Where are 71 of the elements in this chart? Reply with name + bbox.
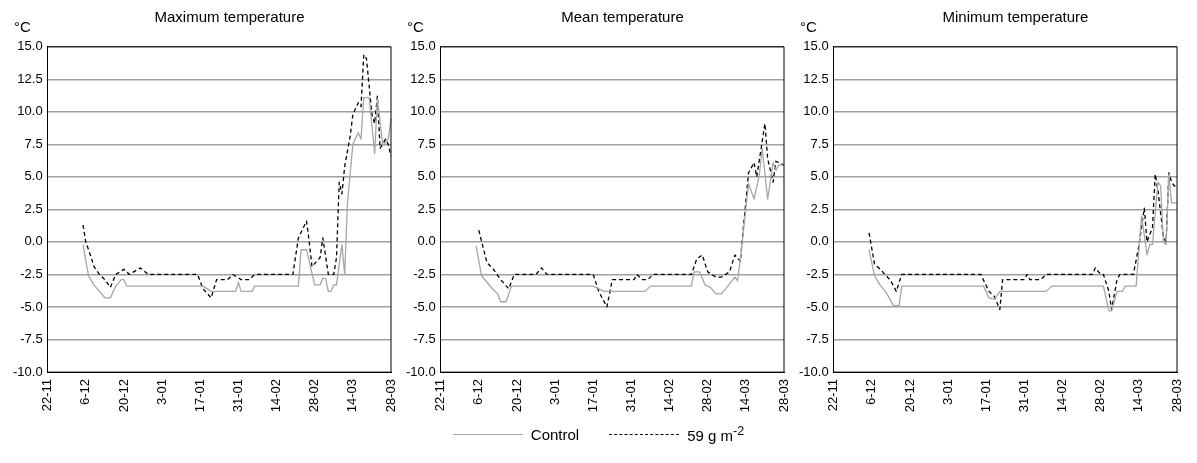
x-tick-label: 17-01 xyxy=(584,379,600,413)
y-tick-label: 5.0 xyxy=(24,168,43,184)
x-tick-label: 20-12 xyxy=(115,379,131,413)
x-tick-label: 14-03 xyxy=(737,379,753,413)
y-axis-title: °C xyxy=(14,18,31,35)
y-tick-label: -7.5 xyxy=(413,331,436,347)
y-tick-label: 15.0 xyxy=(803,38,829,54)
y-tick-label: -10.0 xyxy=(12,363,43,379)
x-tick-label: 3-01 xyxy=(153,379,169,406)
y-axis-title: °C xyxy=(800,18,817,35)
x-tick-label: 14-02 xyxy=(1054,379,1070,413)
y-tick-label: 12.5 xyxy=(803,70,829,86)
y-tick-label: 0.0 xyxy=(810,233,829,249)
x-tick-label: 22-11 xyxy=(39,379,55,412)
y-tick-label: 2.5 xyxy=(417,200,436,216)
x-tick-label: 14-03 xyxy=(344,379,360,413)
x-tick-label: 17-01 xyxy=(191,379,207,413)
x-tick-label: 14-03 xyxy=(1130,379,1146,413)
y-tick-label: 5.0 xyxy=(417,168,436,184)
chart-title: Minimum temperature xyxy=(941,8,1090,25)
x-tick-label: 6-12 xyxy=(77,379,93,406)
x-tick-label: 28-02 xyxy=(1092,379,1108,413)
x-tick-label: 6-12 xyxy=(863,379,879,406)
x-tick-label: 28-03 xyxy=(1168,379,1184,413)
x-tick-label: 22-11 xyxy=(432,379,448,412)
y-tick-label: 7.5 xyxy=(810,135,829,151)
x-tick-label: 28-03 xyxy=(775,379,791,413)
y-tick-label: 7.5 xyxy=(417,135,436,151)
y-tick-label: 10.0 xyxy=(803,103,829,119)
y-tick-label: -7.5 xyxy=(20,331,43,347)
y-tick-label: -10.0 xyxy=(405,363,436,379)
y-tick-label: 7.5 xyxy=(24,135,43,151)
x-tick-label: 31-01 xyxy=(1015,379,1031,413)
y-tick-label: 0.0 xyxy=(24,233,43,249)
legend-label: 59 g m$^{-2}$ xyxy=(687,424,745,444)
x-tick-label: 31-01 xyxy=(622,379,638,413)
y-tick-label: 5.0 xyxy=(810,168,829,184)
y-tick-label: 12.5 xyxy=(410,70,436,86)
y-tick-label: -2.5 xyxy=(413,266,436,282)
x-tick-label: 20-12 xyxy=(508,379,524,413)
y-tick-label: 12.5 xyxy=(17,70,43,86)
y-tick-label: 15.0 xyxy=(17,38,43,54)
x-tick-label: 22-11 xyxy=(825,379,841,412)
y-tick-label: -5.0 xyxy=(20,298,43,314)
x-tick-label: 28-02 xyxy=(699,379,715,413)
x-tick-label: 14-02 xyxy=(661,379,677,413)
x-tick-label: 3-01 xyxy=(939,379,955,406)
y-tick-label: -2.5 xyxy=(20,266,43,282)
y-tick-label: 10.0 xyxy=(17,103,43,119)
x-tick-label: 28-03 xyxy=(382,379,398,413)
y-tick-label: 2.5 xyxy=(810,200,829,216)
y-tick-label: 10.0 xyxy=(410,103,436,119)
x-tick-label: 31-01 xyxy=(229,379,245,413)
chart-title: Mean temperature xyxy=(560,8,685,25)
x-tick-label: 14-02 xyxy=(268,379,284,413)
x-tick-label: 3-01 xyxy=(546,379,562,406)
y-tick-label: 15.0 xyxy=(410,38,436,54)
y-tick-label: 0.0 xyxy=(417,233,436,249)
y-tick-label: -2.5 xyxy=(806,266,829,282)
x-tick-label: 6-12 xyxy=(470,379,486,406)
x-tick-label: 20-12 xyxy=(901,379,917,413)
chart-title: Maximum temperature xyxy=(153,8,306,25)
y-tick-label: -5.0 xyxy=(806,298,829,314)
y-tick-label: -10.0 xyxy=(798,363,829,379)
y-tick-label: -7.5 xyxy=(806,331,829,347)
x-tick-label: 17-01 xyxy=(977,379,993,413)
y-axis-title: °C xyxy=(407,18,424,35)
x-tick-label: 28-02 xyxy=(306,379,322,413)
legend-label: Control xyxy=(530,425,580,443)
y-tick-label: -5.0 xyxy=(413,298,436,314)
y-tick-label: 2.5 xyxy=(24,200,43,216)
